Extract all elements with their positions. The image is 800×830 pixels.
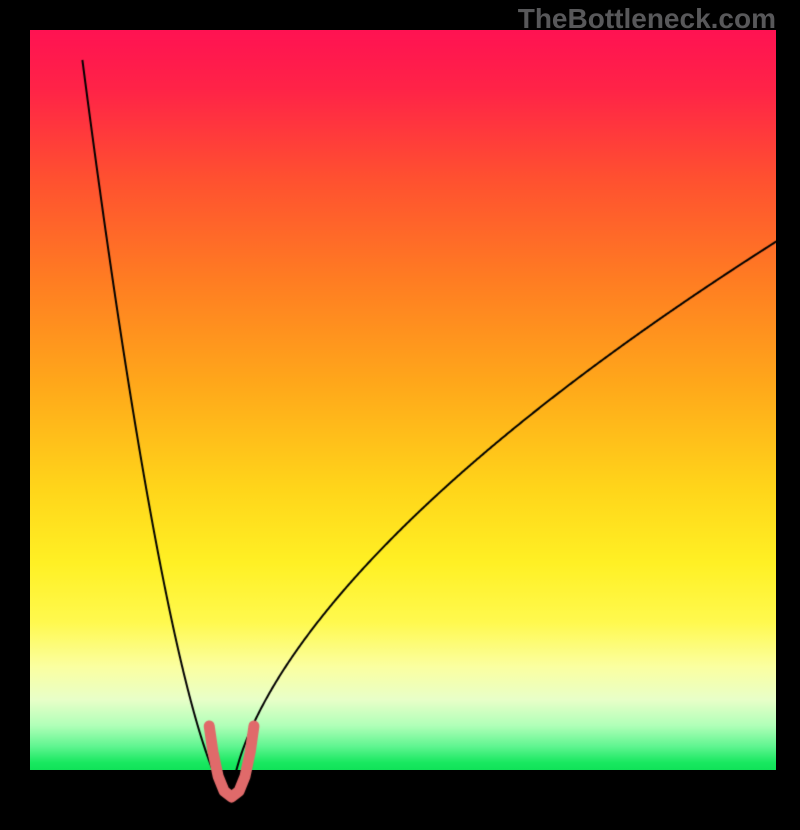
curve-layer bbox=[30, 30, 800, 830]
plot-area bbox=[30, 30, 776, 770]
watermark-text: TheBottleneck.com bbox=[518, 3, 776, 35]
chart-frame: TheBottleneck.com bbox=[0, 0, 800, 800]
